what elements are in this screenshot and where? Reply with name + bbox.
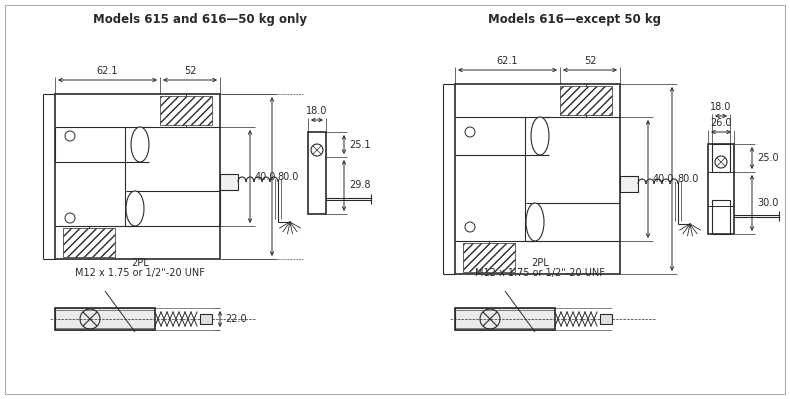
Text: 80.0: 80.0 [677, 174, 698, 184]
Bar [55, 94, 220, 259]
Text: 25.0: 25.0 [757, 153, 779, 163]
Text: 2PL: 2PL [531, 258, 549, 268]
Text: 40.0: 40.0 [255, 172, 276, 182]
Bar [308, 132, 326, 214]
Text: 52: 52 [184, 66, 196, 76]
Bar [620, 176, 638, 192]
Bar [463, 243, 515, 272]
Bar [712, 200, 730, 234]
Ellipse shape [526, 203, 544, 241]
Text: Models 615 and 616—50 kg only: Models 615 and 616—50 kg only [93, 13, 307, 26]
Bar [55, 308, 155, 330]
Text: 22.0: 22.0 [225, 314, 246, 324]
Text: 62.1: 62.1 [96, 66, 118, 76]
Text: M12 x 1.75 or 1/2"-20 UNF: M12 x 1.75 or 1/2"-20 UNF [75, 268, 205, 278]
Bar [200, 314, 212, 324]
Text: 25.1: 25.1 [349, 140, 371, 150]
Bar [455, 308, 555, 330]
Text: 2PL: 2PL [131, 258, 149, 268]
Bar [160, 96, 212, 125]
Bar [560, 86, 612, 115]
Bar [455, 84, 620, 274]
Text: 52: 52 [584, 56, 596, 66]
Text: 18.0: 18.0 [710, 102, 732, 112]
Ellipse shape [131, 127, 149, 162]
Text: 80.0: 80.0 [277, 172, 299, 182]
Bar [600, 314, 612, 324]
Text: 40.0: 40.0 [653, 174, 675, 184]
Text: 30.0: 30.0 [757, 198, 778, 208]
Text: 18.0: 18.0 [307, 106, 328, 116]
Text: Models 616—except 50 kg: Models 616—except 50 kg [488, 13, 661, 26]
Bar [63, 228, 115, 257]
Text: M12 x 1.75 or 1/2"-20 UNF: M12 x 1.75 or 1/2"-20 UNF [475, 268, 605, 278]
Bar [220, 174, 238, 190]
Text: 29.8: 29.8 [349, 180, 371, 190]
Text: 26.0: 26.0 [710, 118, 732, 128]
Bar [712, 144, 730, 172]
Bar [708, 144, 734, 234]
Ellipse shape [531, 117, 549, 155]
Ellipse shape [126, 191, 144, 226]
Text: 62.1: 62.1 [497, 56, 518, 66]
